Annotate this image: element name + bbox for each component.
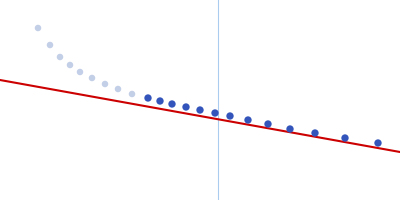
Point — [89, 76, 95, 80]
Point — [183, 105, 189, 109]
Point — [227, 114, 233, 118]
Point — [77, 70, 83, 74]
Point — [212, 111, 218, 115]
Point — [375, 141, 381, 145]
Point — [129, 92, 135, 96]
Point — [47, 43, 53, 47]
Point — [169, 102, 175, 106]
Point — [287, 127, 293, 131]
Point — [67, 63, 73, 67]
Point — [312, 131, 318, 135]
Point — [35, 26, 41, 30]
Point — [157, 99, 163, 103]
Point — [57, 55, 63, 59]
Point — [342, 136, 348, 140]
Point — [245, 118, 251, 122]
Point — [265, 122, 271, 126]
Point — [197, 108, 203, 112]
Point — [145, 96, 151, 100]
Point — [115, 87, 121, 91]
Point — [102, 82, 108, 86]
